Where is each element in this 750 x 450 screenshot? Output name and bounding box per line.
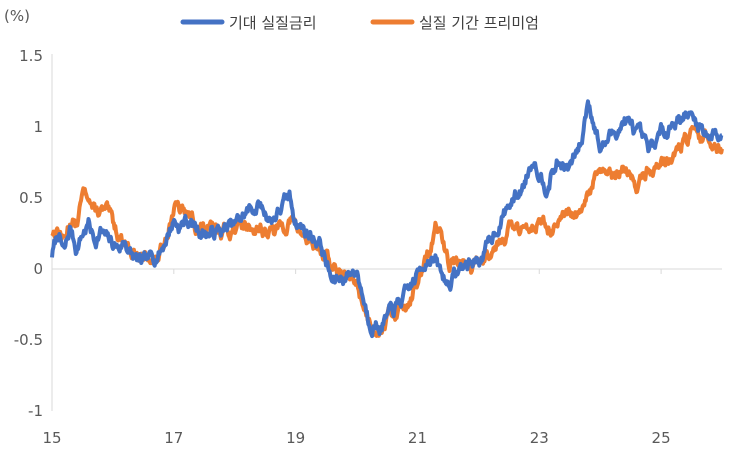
legend-label-1: 실질 기간 프리미엄 bbox=[419, 14, 539, 32]
legend: 기대 실질금리 실질 기간 프리미엄 bbox=[180, 14, 539, 32]
x-tick-label: 21 bbox=[408, 429, 427, 447]
legend-label-0: 기대 실질금리 bbox=[229, 14, 317, 32]
x-tick-label: 25 bbox=[652, 429, 671, 447]
x-axis: 15 17 19 21 23 25 bbox=[42, 268, 722, 447]
y-tick-label: -1 bbox=[28, 402, 43, 420]
x-tick-label: 17 bbox=[164, 429, 183, 447]
y-tick-label: -0.5 bbox=[14, 331, 43, 349]
y-tick-label: 1 bbox=[33, 118, 43, 136]
y-tick-label: 1.5 bbox=[19, 47, 43, 65]
x-tick-label: 19 bbox=[286, 429, 305, 447]
series-layer bbox=[50, 99, 724, 339]
y-tick-label: 0.5 bbox=[19, 189, 43, 207]
series-line-0 bbox=[50, 99, 724, 339]
series-line-1 bbox=[50, 124, 724, 338]
x-tick-label: 23 bbox=[530, 429, 549, 447]
y-unit-label: (%) bbox=[4, 7, 30, 25]
x-tick-label: 15 bbox=[42, 429, 61, 447]
y-axis: 1.5 1 0.5 0 -0.5 -1 bbox=[14, 47, 53, 420]
y-tick-label: 0 bbox=[33, 260, 43, 278]
